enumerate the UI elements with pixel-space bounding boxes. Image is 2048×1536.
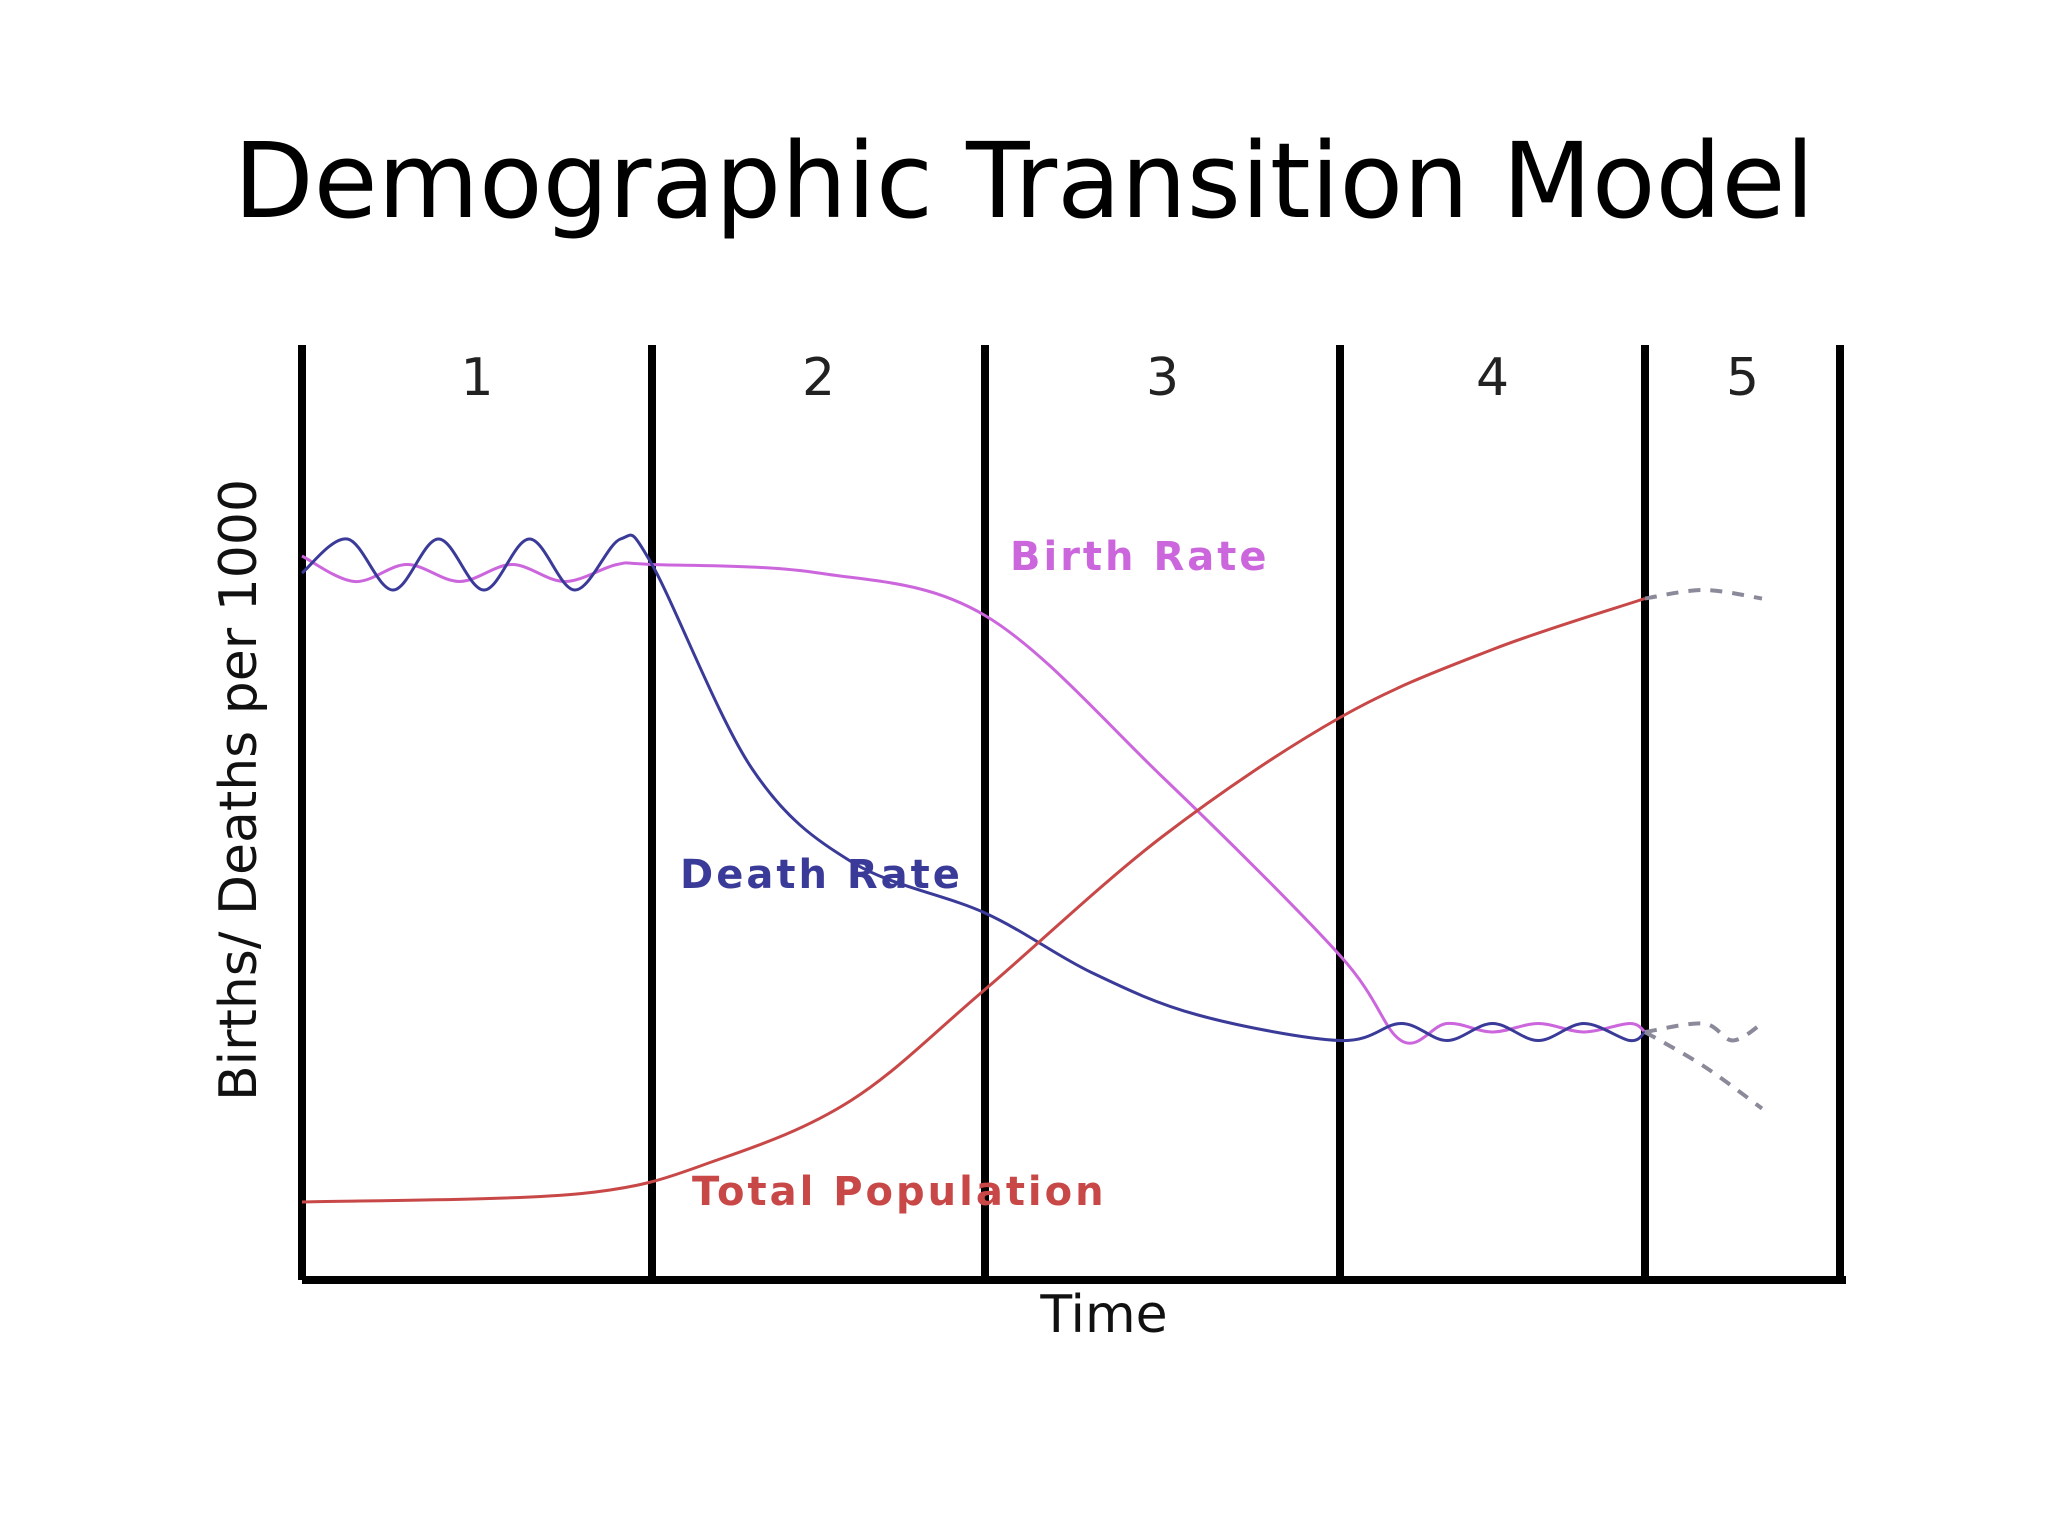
death-rate-line <box>301 533 1646 1043</box>
x-axis-title: Time <box>1039 1285 1167 1345</box>
series-lines <box>301 533 1764 1204</box>
stage-dividers <box>298 345 1844 1280</box>
stage-label: 5 <box>1726 348 1759 408</box>
projection-dashed-line <box>1643 1030 1764 1111</box>
stage-label: 3 <box>1146 348 1179 408</box>
stage-label: 2 <box>802 348 835 408</box>
projection-dashed-line <box>1644 587 1763 601</box>
slide-title: Demographic Transition Model <box>233 120 1815 242</box>
projection-dashed-line <box>1644 1021 1764 1043</box>
stage-labels: 1 2 3 4 5 <box>460 348 1759 408</box>
birth-rate-label: Birth Rate <box>1010 534 1270 580</box>
y-axis-title: Births/ Deaths per 1000 <box>209 479 269 1101</box>
birth-rate-line <box>301 554 1646 1045</box>
stage-label: 4 <box>1476 348 1509 408</box>
total-population-label: Total Population <box>692 1169 1107 1215</box>
total-population-line <box>301 597 1646 1204</box>
death-rate-label: Death Rate <box>680 852 963 898</box>
stage-label: 1 <box>460 348 493 408</box>
